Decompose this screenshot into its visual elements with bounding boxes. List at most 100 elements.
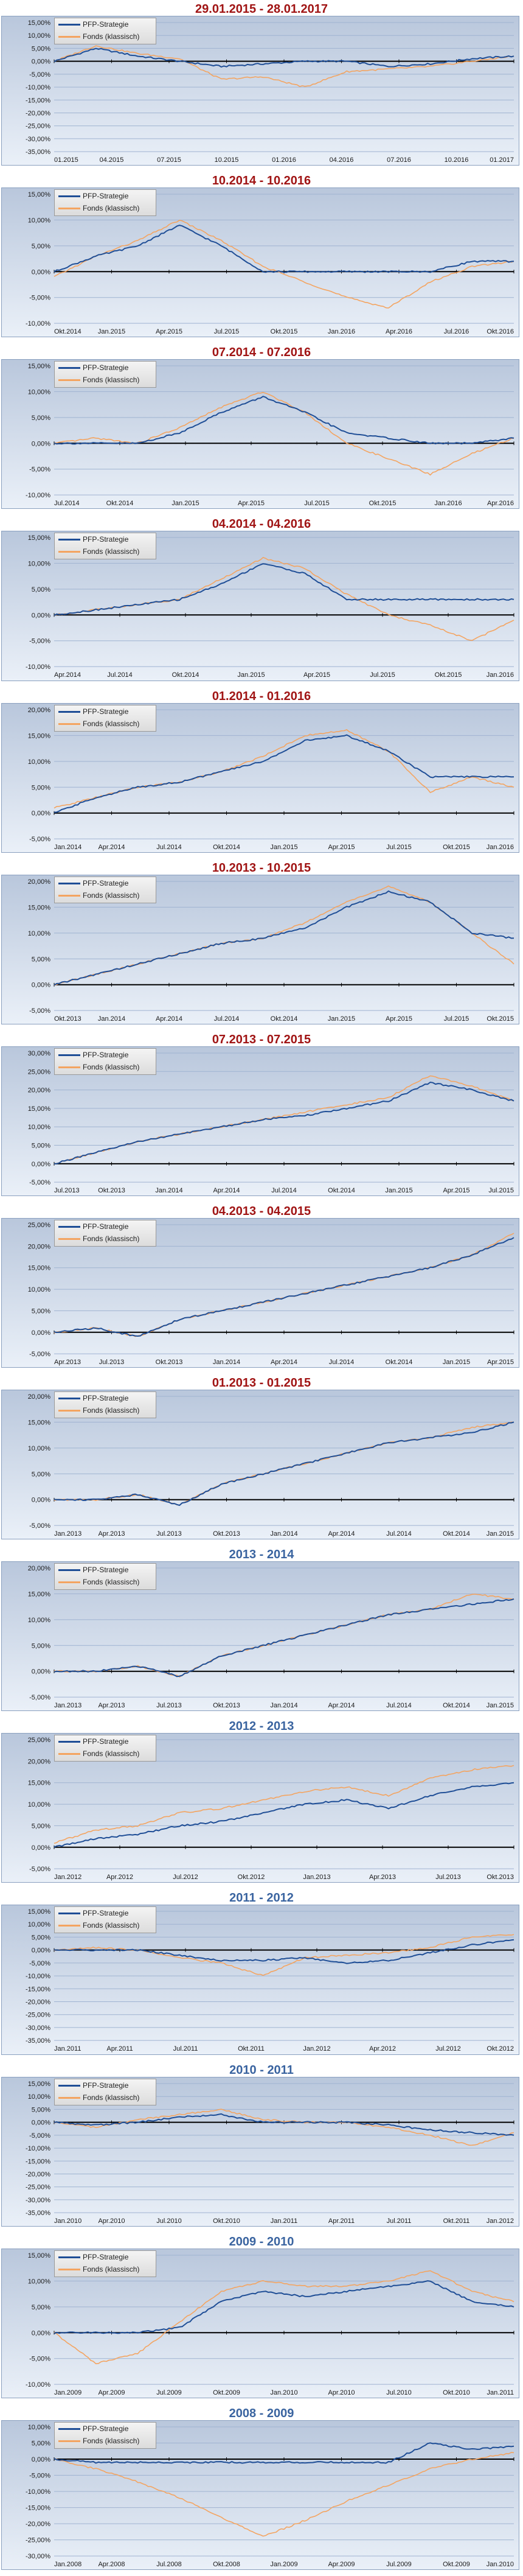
x-tick-label: Jan.2016 (487, 672, 514, 679)
legend-swatch (58, 1066, 80, 1068)
legend-label: Fonds (klassisch) (83, 1749, 140, 1759)
y-tick-label: -5,00% (29, 1351, 50, 1358)
legend-item: PFP-Strategie (55, 190, 156, 202)
chart-panel: 10.2014 - 10.2016 15,00% 10,00% 5,00% 0,00% -… (0, 172, 523, 343)
legend-item: PFP-Strategie (55, 2423, 156, 2435)
x-tick-label: Apr.2012 (369, 2046, 396, 2053)
y-tick-label: 10,00% (28, 1617, 51, 1624)
legend: PFP-Strategie Fonds (klassisch) (54, 2250, 156, 2277)
legend-item: Fonds (klassisch) (55, 545, 156, 558)
chart-title: 2010 - 2011 (229, 2063, 294, 2077)
x-tick-label: Jan.2015 (237, 672, 265, 679)
y-tick-label: 0,00% (32, 810, 50, 817)
chart-panel: 01.2013 - 01.2015 20,00% 15,00% 10,00% 5,00%… (0, 1374, 523, 1545)
x-tick-label: Jan.2015 (385, 1187, 412, 1194)
y-tick-label: 0,00% (32, 1947, 50, 1955)
x-tick-label: Jan.2014 (270, 1702, 297, 1709)
x-tick-label: Apr.2014 (213, 1187, 240, 1194)
y-tick-label: 10,00% (28, 32, 51, 40)
legend-swatch (58, 551, 80, 553)
x-tick-label: Jan.2015 (443, 1359, 470, 1366)
y-tick-label: 10,00% (28, 389, 51, 396)
y-tick-label: 0,00% (32, 441, 50, 448)
x-tick-label: Jul.2010 (156, 2217, 182, 2225)
series-line-pfp (54, 890, 514, 985)
series-line-pfp (54, 225, 514, 273)
x-tick-label: Apr.2015 (487, 1359, 514, 1366)
legend-swatch (58, 379, 80, 382)
x-tick-label: Okt.2014 (328, 1187, 355, 1194)
x-tick-label: Okt.2014 (172, 672, 199, 679)
x-tick-label: Jan.2013 (54, 1702, 81, 1709)
x-tick-label: Jul.2014 (329, 1359, 355, 1366)
legend-item: Fonds (klassisch) (55, 1404, 156, 1416)
y-tick-label: 0,00% (32, 268, 50, 276)
y-tick-label: -5,00% (29, 1960, 50, 1967)
x-tick-label: 01.2016 (272, 156, 296, 164)
y-tick-label: -5,00% (29, 1179, 50, 1186)
legend-label: PFP-Strategie (83, 1394, 129, 1403)
y-tick-label: 5,00% (32, 586, 50, 593)
x-tick-label: Apr.2016 (487, 500, 514, 507)
x-tick-label: Jul.2014 (107, 672, 133, 679)
series-line-fonds (54, 2451, 514, 2537)
legend-item: Fonds (klassisch) (55, 30, 156, 43)
x-tick-label: Okt.2009 (443, 2561, 470, 2568)
series-line-fonds (54, 2270, 514, 2364)
y-tick-label: -30,00% (26, 2197, 50, 2204)
series-line-fonds (54, 729, 514, 808)
y-tick-label: 0,00% (32, 1161, 50, 1168)
y-tick-label: -20,00% (26, 110, 50, 117)
x-tick-label: Okt.2011 (443, 2217, 470, 2225)
x-tick-label: Jan.2013 (54, 1530, 81, 1538)
x-tick-label: Jan.2014 (98, 1015, 125, 1023)
y-tick-label: 0,00% (32, 2119, 50, 2126)
x-tick-label: Jul.2012 (435, 2046, 461, 2053)
x-tick-label: Jan.2010 (270, 2389, 297, 2396)
y-tick-label: 0,00% (32, 612, 50, 620)
x-tick-label: Jan.2015 (98, 328, 125, 335)
y-tick-label: 5,00% (32, 2106, 50, 2113)
chart-title: 29.01.2015 - 28.01.2017 (195, 2, 328, 16)
legend-item: PFP-Strategie (55, 877, 156, 889)
legend-label: Fonds (klassisch) (83, 2093, 140, 2102)
legend-item: Fonds (klassisch) (55, 2263, 156, 2275)
chart-panel: 01.2014 - 01.2016 20,00% 15,00% 10,00% 5,00%… (0, 687, 523, 859)
chart-title: 01.2013 - 01.2015 (212, 1376, 311, 1390)
legend-swatch (58, 1913, 80, 1915)
legend-label: Fonds (klassisch) (83, 1406, 140, 1415)
legend-item: PFP-Strategie (55, 1049, 156, 1061)
x-tick-label: Apr.2014 (328, 1702, 355, 1709)
chart-title: 07.2013 - 07.2015 (212, 1032, 311, 1046)
y-tick-label: -5,00% (29, 1866, 50, 1873)
x-tick-label: Apr.2015 (328, 844, 355, 851)
y-tick-label: -5,00% (29, 295, 50, 302)
legend-swatch (58, 208, 80, 210)
x-tick-label: Jul.2013 (156, 1702, 182, 1709)
x-tick-label: Jan.2011 (487, 2389, 514, 2396)
x-tick-label: Apr.2013 (54, 1359, 81, 1366)
y-tick-label: 15,00% (28, 363, 51, 370)
y-tick-label: 15,00% (28, 1105, 51, 1113)
x-tick-label: Okt.2014 (443, 1702, 470, 1709)
legend: PFP-Strategie Fonds (klassisch) (54, 704, 156, 732)
x-tick-label: Okt.2010 (213, 2217, 240, 2225)
y-tick-label: -5,00% (29, 2472, 50, 2479)
y-tick-label: 5,00% (32, 2304, 50, 2311)
legend-swatch (58, 1581, 80, 1584)
x-tick-label: Jan.2013 (303, 1874, 330, 1881)
y-tick-label: -35,00% (26, 2038, 50, 2045)
legend: PFP-Strategie Fonds (klassisch) (54, 1048, 156, 1075)
legend-label: Fonds (klassisch) (83, 2436, 140, 2445)
chart-frame: 20,00% 15,00% 10,00% 5,00% 0,00% -5,00% Jan.20… (1, 1390, 519, 1540)
x-tick-label: Apr.2012 (106, 1874, 133, 1881)
x-tick-label: Apr.2015 (156, 328, 182, 335)
x-tick-label: Okt.2015 (443, 844, 470, 851)
legend-swatch (58, 723, 80, 725)
series-line-pfp (54, 1939, 514, 1965)
y-tick-label: 5,00% (32, 1934, 50, 1942)
legend-swatch (58, 195, 80, 198)
series-line-fonds (54, 1421, 514, 1506)
x-tick-label: Okt.2014 (271, 1015, 298, 1023)
